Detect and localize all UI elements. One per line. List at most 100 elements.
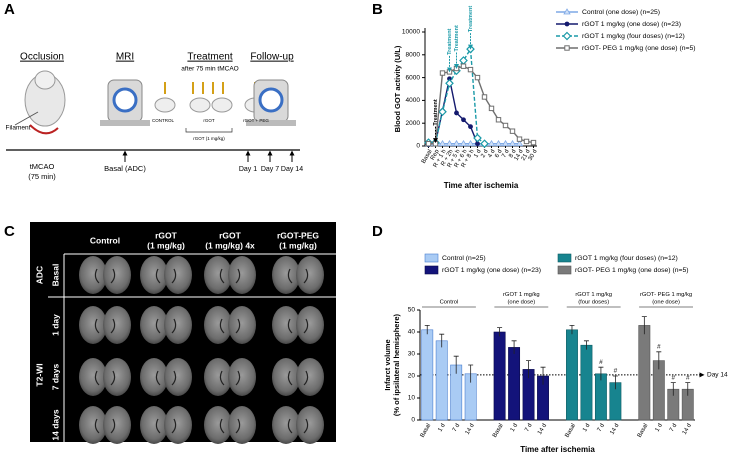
legend-label: rGOT- PEG 1 mg/kg (one dose) (n=5) xyxy=(582,45,696,52)
legend-label: rGOT 1 mg/kg (one dose) (n=23) xyxy=(442,267,541,274)
point xyxy=(466,139,475,147)
error-bar xyxy=(583,340,589,350)
panel-label: B xyxy=(372,1,383,18)
group-label: rGOT 1 mg/kg xyxy=(575,292,612,298)
point xyxy=(447,76,452,82)
bar xyxy=(580,344,593,421)
brain-image xyxy=(204,256,232,294)
annotation: Treatment xyxy=(468,6,474,32)
x-tick-label: Basal xyxy=(420,423,433,439)
group-label: (one dose) xyxy=(507,300,535,306)
brain-image xyxy=(287,370,309,386)
point xyxy=(439,70,446,76)
point xyxy=(446,69,453,75)
bar xyxy=(566,329,578,421)
brain-image xyxy=(287,418,309,434)
error-bar xyxy=(641,316,647,335)
point xyxy=(438,139,447,147)
bar xyxy=(508,347,521,421)
brain-image xyxy=(272,256,300,294)
brain-image xyxy=(140,256,168,294)
point xyxy=(452,139,461,147)
x-tick-label: 2 d xyxy=(480,149,489,159)
x-tick-label: 30 d xyxy=(528,149,539,162)
point xyxy=(488,105,495,112)
error-bar xyxy=(569,325,575,335)
y-axis-title: (% of ipsilateral hemisphere) xyxy=(392,313,401,416)
y-tick-label: 4000 xyxy=(406,97,421,104)
point xyxy=(495,117,502,123)
step-subtitle: after 75 min tMCAO xyxy=(181,66,238,73)
brain-image xyxy=(103,358,131,396)
brain-image xyxy=(219,268,241,284)
brain-image xyxy=(79,306,107,344)
x-axis-title: Time after ischemia xyxy=(444,181,519,190)
brain-image xyxy=(103,306,131,344)
y-tick-label: 6000 xyxy=(406,74,421,81)
x-tick-label: 14 d xyxy=(682,423,693,436)
point xyxy=(475,141,480,147)
bar xyxy=(421,329,434,421)
point xyxy=(523,138,530,145)
point xyxy=(425,141,432,147)
error-bar xyxy=(468,364,474,383)
y-tick-label: 2000 xyxy=(406,120,421,127)
error-bar xyxy=(612,375,618,390)
legend-marker xyxy=(564,21,570,27)
point xyxy=(502,122,509,129)
point xyxy=(461,117,466,123)
step-title: MRI xyxy=(116,52,134,63)
group-label: (four doses) xyxy=(578,300,609,306)
column-header: Control xyxy=(90,235,120,245)
point xyxy=(432,141,439,147)
brain-image xyxy=(94,318,116,334)
annotation: Treatment xyxy=(433,99,439,125)
brain-image xyxy=(94,418,116,434)
x-tick-label: 1 d xyxy=(582,423,591,433)
point xyxy=(438,107,447,117)
dose-label: rGOT (1 mg/kg) xyxy=(193,136,225,141)
x-axis-title: Time after ischemia xyxy=(520,445,595,454)
row-label: 14 days xyxy=(50,409,60,440)
step-title: Follow-up xyxy=(250,52,294,63)
brain-image xyxy=(219,318,241,334)
brain-image xyxy=(228,358,256,396)
panel-label: A xyxy=(4,1,15,18)
brain-image xyxy=(296,256,324,294)
brain-image xyxy=(155,370,177,386)
row-group-label: ADC xyxy=(34,266,44,284)
y-tick-label: 10 xyxy=(408,395,416,402)
brain-image xyxy=(140,406,168,444)
point xyxy=(445,139,454,147)
error-bar xyxy=(497,327,503,337)
point xyxy=(480,139,489,149)
point xyxy=(459,139,468,147)
point xyxy=(530,139,537,146)
point xyxy=(454,110,459,116)
y-tick-label: 20 xyxy=(408,373,416,380)
brain-image xyxy=(79,406,107,444)
x-tick-label: 1 d xyxy=(510,423,519,433)
y-tick-label: 0 xyxy=(411,417,415,424)
error-bar xyxy=(526,360,532,379)
brain-image xyxy=(272,358,300,396)
annotation: Treatment xyxy=(447,28,453,54)
x-tick-label: 7 d xyxy=(597,423,606,433)
significance-mark: # xyxy=(686,374,690,381)
point xyxy=(481,94,488,100)
brain-image xyxy=(204,306,232,344)
day-label: Day 14 xyxy=(281,166,303,173)
point xyxy=(453,65,460,72)
x-tick-label: 1 d xyxy=(437,423,446,433)
brain-image xyxy=(164,306,192,344)
error-bar xyxy=(685,382,691,396)
point xyxy=(474,74,481,81)
column-header: rGOT-PEG xyxy=(277,230,319,240)
line xyxy=(428,65,534,145)
day-label: Day 1 xyxy=(239,166,257,173)
x-tick-label: 14 d xyxy=(465,423,476,436)
legend-label: rGOT- PEG 1 mg/kg (one dose) (n=5) xyxy=(575,267,689,274)
group-label: rGOT + PEG xyxy=(243,118,269,123)
significance-mark: # xyxy=(671,374,675,381)
